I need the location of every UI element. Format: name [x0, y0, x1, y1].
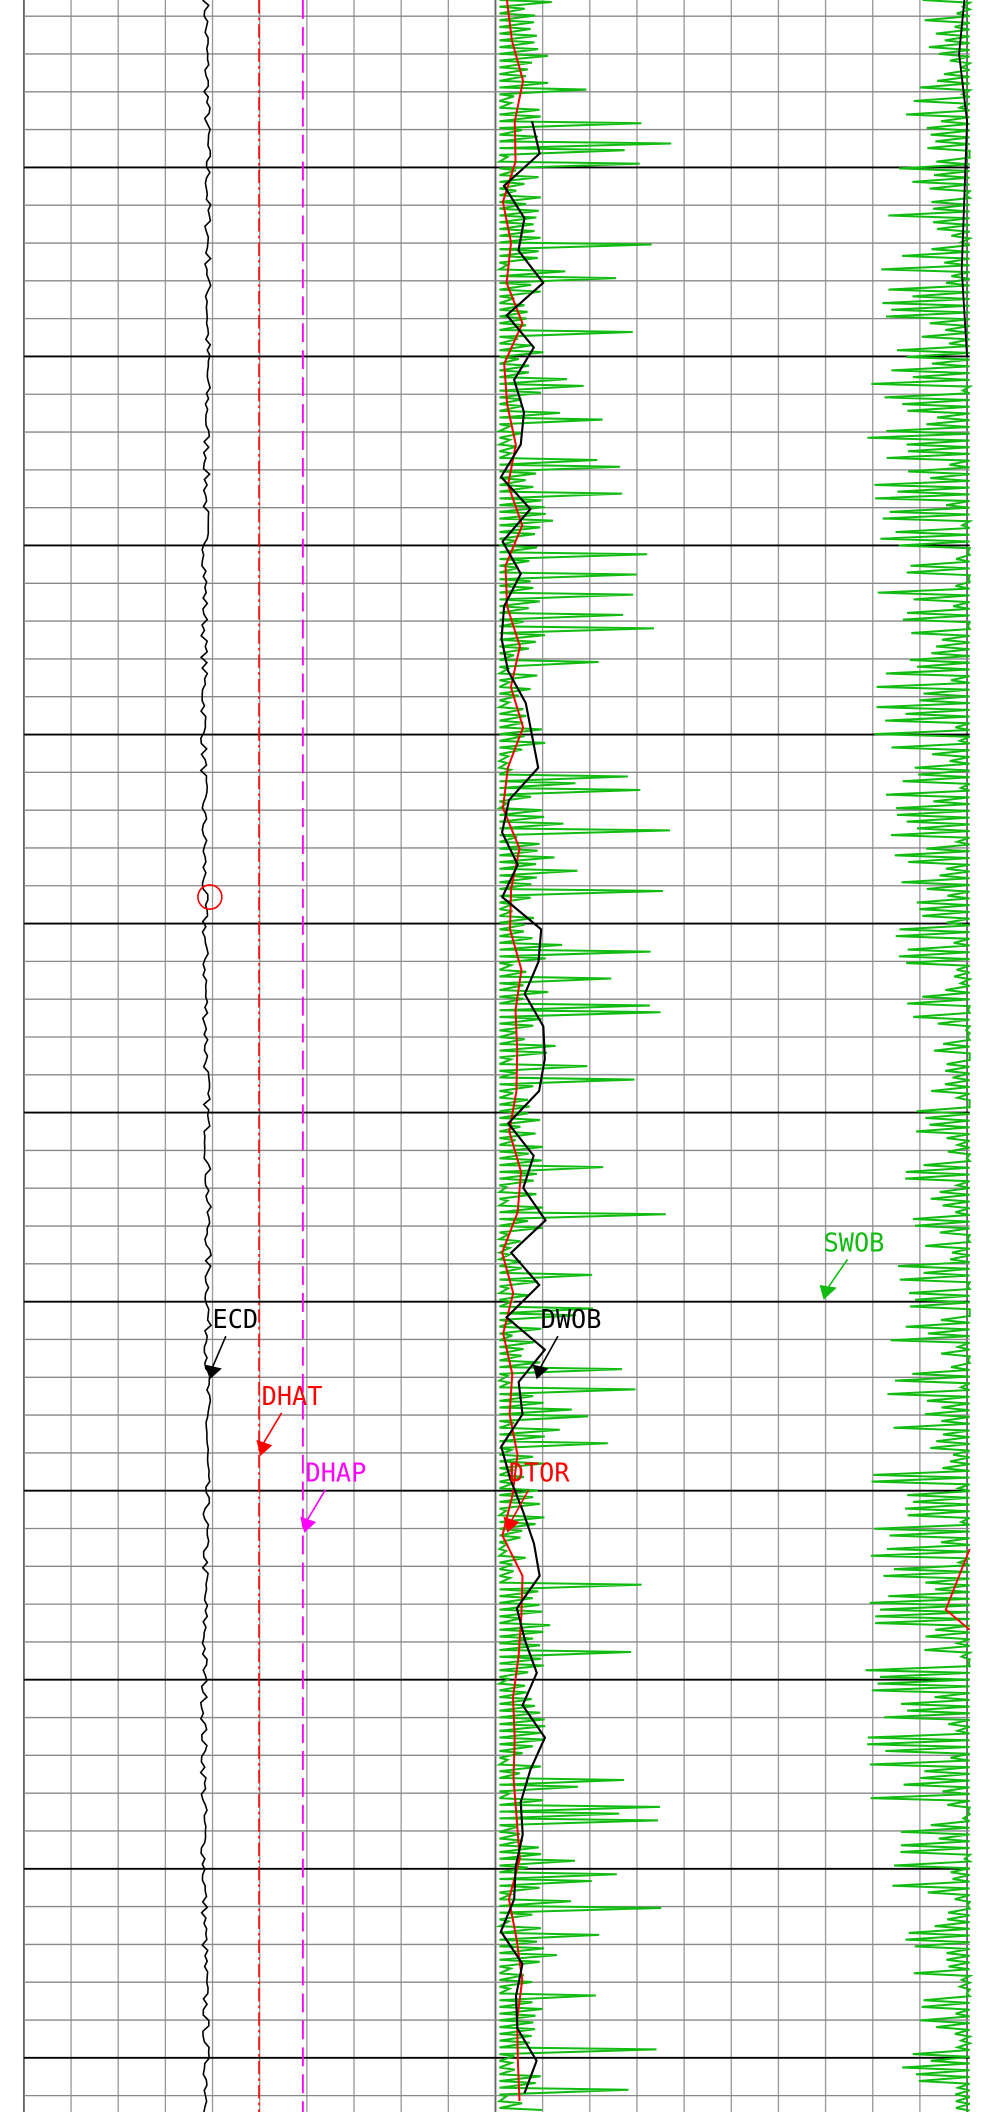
arrow: [306, 1489, 327, 1522]
label-dhap: DHAP: [306, 1457, 367, 1487]
grid: [22, 0, 970, 2112]
label-dhat: DHAT: [262, 1381, 323, 1411]
label-dtor: DTOR: [509, 1457, 570, 1487]
label-dwob: DWOB: [541, 1304, 602, 1334]
green-curve-right: [865, 0, 974, 2112]
label-ecd: ECD: [213, 1304, 259, 1334]
red-curve-right: [944, 1548, 971, 1631]
arrow-head: [819, 1284, 837, 1300]
ecd-curve: [199, 0, 213, 2112]
arrow: [539, 1335, 559, 1368]
arrow-head: [300, 1516, 317, 1533]
curves: [199, 0, 974, 2112]
green-curve: [495, 0, 672, 2111]
arrow: [211, 1335, 227, 1368]
label-swob: SWOB: [824, 1227, 885, 1257]
arrow-head: [256, 1439, 273, 1457]
annotations: ECD DHAT DHAP DTOR DWOB SWOB: [197, 884, 885, 1533]
black-curve: [499, 120, 547, 2094]
marker: [197, 884, 223, 910]
black-curve-right: [958, 0, 968, 357]
arrow-head: [503, 1516, 520, 1533]
arrow: [828, 1258, 849, 1287]
arrow-head: [204, 1364, 222, 1380]
arrow: [510, 1489, 530, 1522]
arrow-head: [532, 1364, 549, 1380]
arrow: [262, 1412, 283, 1445]
red-curve: [501, 0, 525, 2102]
